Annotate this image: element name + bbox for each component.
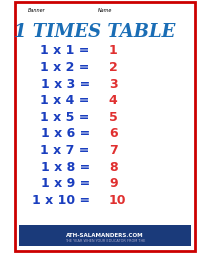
Text: 9: 9 — [109, 177, 118, 189]
Text: 1 x 10 =: 1 x 10 = — [32, 193, 94, 206]
Text: Banner: Banner — [28, 8, 46, 13]
FancyBboxPatch shape — [19, 225, 191, 246]
Text: 1 x 9 =: 1 x 9 = — [41, 177, 94, 189]
Text: 1 x 5 =: 1 x 5 = — [41, 110, 94, 123]
Text: 1 x 1 =: 1 x 1 = — [41, 44, 94, 57]
Text: ATH-SALAMANDERS.COM: ATH-SALAMANDERS.COM — [66, 232, 144, 237]
Text: 3: 3 — [109, 77, 118, 90]
Text: 1 x 2 =: 1 x 2 = — [41, 61, 94, 74]
Text: 1: 1 — [109, 44, 118, 57]
Text: 7: 7 — [109, 144, 118, 156]
Text: 10: 10 — [109, 193, 126, 206]
Text: 1 x 4 =: 1 x 4 = — [41, 94, 94, 107]
Text: 4: 4 — [109, 94, 118, 107]
Text: 6: 6 — [109, 127, 118, 140]
Text: THE YEAR WHEN YOUR EDUCATOR FROM THE: THE YEAR WHEN YOUR EDUCATOR FROM THE — [65, 238, 145, 242]
Text: 1 x 8 =: 1 x 8 = — [41, 160, 94, 173]
Text: 5: 5 — [109, 110, 118, 123]
Text: 8: 8 — [109, 160, 118, 173]
Text: Name: Name — [98, 8, 112, 13]
Text: 1 x 3 =: 1 x 3 = — [41, 77, 94, 90]
Text: 1 x 7 =: 1 x 7 = — [41, 144, 94, 156]
Text: 2: 2 — [109, 61, 118, 74]
Text: 1 x 6 =: 1 x 6 = — [41, 127, 94, 140]
Text: 1 TIMES TABLE: 1 TIMES TABLE — [14, 23, 175, 41]
